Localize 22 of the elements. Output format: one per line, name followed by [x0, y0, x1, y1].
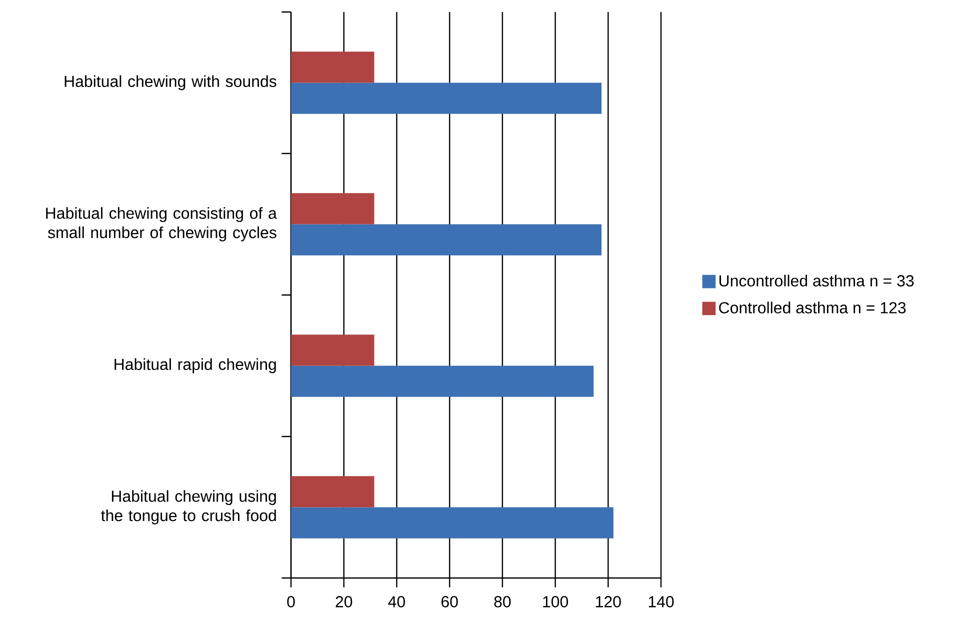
y-tick-label: Habitual rapid chewing [114, 358, 276, 374]
bar [291, 82, 602, 114]
bar [291, 334, 374, 366]
x-tick-label: 40 [388, 596, 405, 608]
legend-label: Uncontrolled asthma n = 33 [720, 274, 914, 286]
x-tick-label: 120 [596, 596, 621, 608]
x-tick-label: 60 [441, 596, 458, 608]
bar [291, 52, 374, 83]
y-tick-label: Habitual chewing with sounds [64, 75, 276, 90]
x-tick-label: 100 [543, 596, 568, 608]
bar [291, 224, 602, 256]
bar [291, 366, 594, 397]
x-tick-label: 20 [336, 596, 352, 608]
y-tick-label: Habitual chewing consisting of a small number of chewing cycles [46, 207, 277, 242]
x-tick-label: 80 [494, 596, 511, 608]
y-tick-label: Habitual chewing using the tongue to crush food [101, 490, 276, 524]
legend-label: Controlled asthma n = 123 [719, 302, 906, 314]
bar [291, 507, 614, 538]
bar [291, 476, 374, 508]
x-tick-label: 0 [287, 596, 295, 608]
bar [291, 193, 374, 224]
x-tick-label: 140 [648, 596, 674, 608]
